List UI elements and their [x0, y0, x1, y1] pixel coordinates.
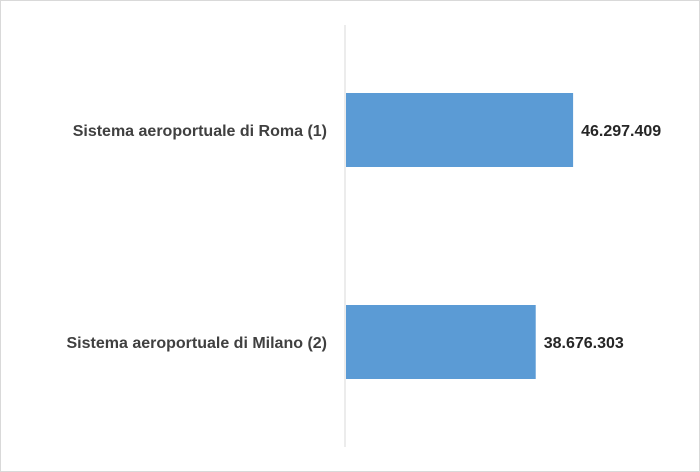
value-label: 38.676.303 — [544, 335, 624, 352]
category-label: Sistema aeroportuale di Milano (2) — [67, 335, 328, 352]
value-label: 46.297.409 — [581, 123, 661, 140]
bar-0 — [346, 93, 574, 167]
bar-1 — [346, 305, 536, 379]
category-label: Sistema aeroportuale di Roma (1) — [73, 123, 327, 140]
